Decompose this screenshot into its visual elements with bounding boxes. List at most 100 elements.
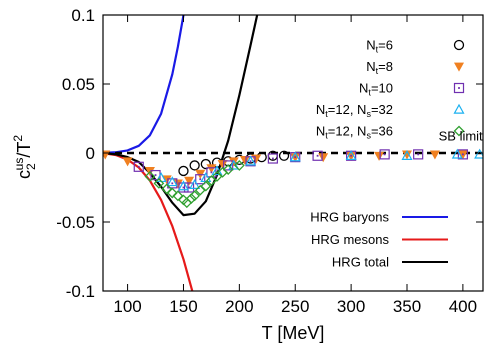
data-point xyxy=(195,174,206,185)
data-point-box xyxy=(457,149,468,160)
y-tick-label: 0.05 xyxy=(62,75,95,94)
annotations: SB limit xyxy=(439,129,483,144)
data-point xyxy=(318,153,329,163)
y-tick-label: 0 xyxy=(86,144,95,163)
legend-item-3: Nt=10 xyxy=(359,81,465,98)
data-point xyxy=(185,193,197,204)
data-point xyxy=(312,150,323,161)
x-axis-label: T [MeV] xyxy=(262,323,325,343)
legend-marker xyxy=(453,82,465,94)
data-point xyxy=(200,180,212,192)
data-point xyxy=(189,190,201,202)
data-point xyxy=(245,155,257,166)
y-label-sup: us xyxy=(12,158,26,171)
data-point-box xyxy=(413,149,424,160)
data-point-dot xyxy=(316,154,319,157)
x-tick-label: 150 xyxy=(169,297,197,316)
series-3 xyxy=(133,149,468,193)
y-tick-label: 0.1 xyxy=(71,6,95,25)
data-points xyxy=(103,148,483,209)
y-label-base: c xyxy=(14,170,34,179)
data-point-dot xyxy=(249,160,252,163)
curve-hrg-baryons xyxy=(103,15,185,154)
data-point-box xyxy=(312,150,323,161)
data-point-dot xyxy=(210,171,213,174)
data-point-dot xyxy=(182,186,185,189)
data-point xyxy=(189,160,200,171)
data-point-dot xyxy=(417,153,420,156)
y-label-slash: /T xyxy=(14,142,34,158)
y-tick-label: -0.05 xyxy=(56,213,95,232)
y-label-sub: 2 xyxy=(24,163,38,170)
legend-marker xyxy=(453,39,465,51)
legend-item-4: Nt=12, Ns=32 xyxy=(316,102,465,119)
data-point-dot xyxy=(154,174,157,176)
data-point xyxy=(200,158,211,170)
legend-curve-3: HRG total xyxy=(332,255,448,270)
data-point-dot xyxy=(171,182,174,185)
data-point-dot xyxy=(383,153,386,156)
data-point-dot xyxy=(199,178,202,181)
data-point xyxy=(413,149,424,160)
legend-label: Nt=10 xyxy=(359,81,393,98)
data-point xyxy=(206,164,217,174)
data-point xyxy=(222,164,234,175)
data-point-dot xyxy=(137,165,140,168)
data-point-dot xyxy=(350,154,353,157)
data-point-box xyxy=(223,160,234,171)
x-tick-label: 300 xyxy=(337,297,365,316)
data-point xyxy=(289,151,301,162)
legend-marker-dot xyxy=(458,87,460,89)
series-4 xyxy=(155,148,483,191)
data-point xyxy=(239,156,250,166)
data-point xyxy=(233,160,245,171)
legend-curve-2: HRG mesons xyxy=(311,232,448,247)
data-point xyxy=(133,161,144,172)
data-point xyxy=(178,182,189,193)
data-point-dot xyxy=(461,153,464,156)
axis-ticks: 100 150 200 250 300 350 400 -0.1 -0.05 0 0.05 0.1 xyxy=(56,6,483,316)
curve-hrg-mesons xyxy=(103,152,194,291)
data-point xyxy=(166,176,178,187)
legend-marker xyxy=(453,125,465,137)
legend-marker xyxy=(453,62,465,72)
x-tick-label: 200 xyxy=(225,297,253,316)
data-point xyxy=(184,176,195,186)
data-point-dot xyxy=(271,157,274,160)
x-tick-label: 350 xyxy=(393,297,421,316)
y-label-sup2: 2 xyxy=(11,135,25,142)
axis-labels: T [MeV] c2us/T2 xyxy=(11,135,324,343)
data-point xyxy=(451,148,463,159)
data-point xyxy=(474,148,483,159)
data-point xyxy=(345,150,357,160)
y-axis-label: c2us/T2 xyxy=(11,135,38,179)
legend-item-2: Nt=8 xyxy=(366,59,465,76)
legend-label: Nt=8 xyxy=(366,59,393,76)
x-tick-label: 250 xyxy=(281,297,309,316)
data-point xyxy=(144,171,156,182)
y-tick-label: -0.1 xyxy=(66,282,95,301)
sb-limit-annotation: SB limit xyxy=(439,129,483,144)
legend-curve-label: HRG total xyxy=(332,255,389,270)
data-point xyxy=(122,157,133,167)
series-5 xyxy=(144,160,245,209)
legend-curve-1: HRG baryons xyxy=(310,210,448,225)
data-point xyxy=(401,150,413,160)
data-point xyxy=(178,165,189,177)
data-point xyxy=(374,151,385,161)
data-point xyxy=(429,150,440,160)
data-point-box xyxy=(133,161,144,172)
data-point-box xyxy=(178,182,189,193)
data-point-box xyxy=(379,149,390,160)
legend-label: Nt=6 xyxy=(366,38,393,55)
legend-marker xyxy=(453,103,465,114)
data-point xyxy=(172,190,184,202)
data-point-dot xyxy=(294,156,297,159)
data-point xyxy=(161,183,173,195)
data-point-box xyxy=(183,182,195,193)
x-tick-label: 100 xyxy=(113,297,141,316)
legend-curve-label: HRG mesons xyxy=(311,232,390,247)
legend-curve-label: HRG baryons xyxy=(310,210,389,225)
